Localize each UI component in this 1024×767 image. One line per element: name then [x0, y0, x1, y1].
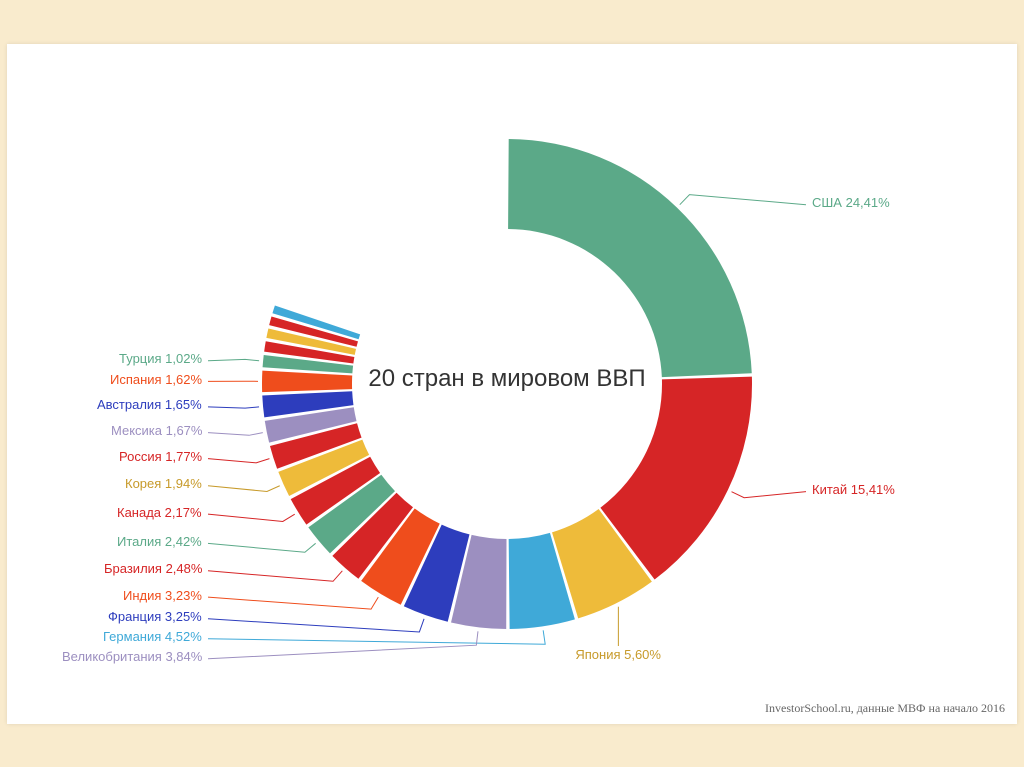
leader-line: [680, 194, 806, 204]
segment-label: Франция 3,25%: [108, 610, 202, 624]
segment-label: Индия 3,23%: [123, 589, 202, 603]
leader-line: [208, 543, 316, 552]
chart-footer: InvestorSchool.ru, данные МВФ на начало …: [765, 701, 1005, 716]
segment-label: Испания 1,62%: [110, 373, 202, 387]
page-background: 20 стран в мировом ВВП InvestorSchool.ru…: [0, 0, 1024, 767]
donut-segment: [262, 370, 352, 392]
leader-line: [208, 485, 280, 491]
leader-line: [208, 458, 269, 462]
segment-label: Турция 1,02%: [119, 352, 202, 366]
leader-line: [208, 630, 545, 644]
segment-label: Канада 2,17%: [117, 506, 202, 520]
segment-label: Германия 4,52%: [103, 630, 202, 644]
segment-label: Япония 5,60%: [575, 648, 661, 662]
leader-line: [208, 514, 295, 521]
leader-line: [208, 359, 259, 360]
leader-line: [208, 631, 478, 658]
segment-label: Китай 15,41%: [812, 483, 895, 497]
segment-label: США 24,41%: [812, 196, 890, 210]
leader-line: [732, 491, 806, 497]
leader-line: [208, 618, 424, 631]
segment-label: Австралия 1,65%: [97, 398, 202, 412]
segment-label: Корея 1,94%: [125, 477, 202, 491]
segment-label: Мексика 1,67%: [111, 424, 202, 438]
leader-line: [208, 432, 263, 435]
chart-canvas: 20 стран в мировом ВВП InvestorSchool.ru…: [7, 44, 1017, 724]
segment-label: Россия 1,77%: [119, 450, 202, 464]
donut-segment: [508, 139, 752, 377]
leader-line: [208, 406, 259, 407]
leader-line: [208, 570, 342, 581]
segment-label: Великобритания 3,84%: [62, 650, 202, 664]
segment-label: Италия 2,42%: [117, 535, 202, 549]
leader-line: [208, 597, 378, 609]
segment-label: Бразилия 2,48%: [104, 562, 202, 576]
